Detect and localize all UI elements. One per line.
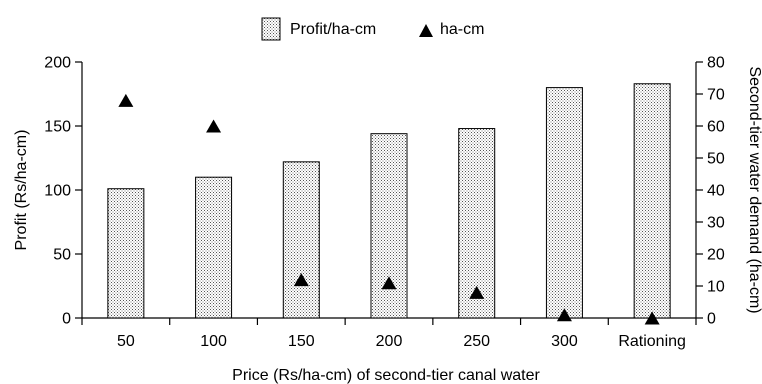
demand-marker [644, 311, 660, 325]
profit-bar [282, 161, 320, 319]
demand-marker [556, 308, 572, 322]
right-tick-label: 20 [707, 247, 725, 264]
right-tick-label: 60 [707, 119, 725, 136]
x-tick-label: 250 [463, 333, 490, 350]
right-tick-label: 80 [707, 55, 725, 72]
x-tick-label: 200 [376, 333, 403, 350]
right-tick-label: 30 [707, 215, 725, 232]
profit-bar [107, 188, 145, 319]
demand-marker [206, 119, 222, 133]
demand-marker [381, 276, 397, 290]
profit-bar [633, 83, 671, 319]
left-tick-label: 150 [44, 119, 71, 136]
left-tick-label: 0 [62, 311, 71, 328]
right-tick-label: 10 [707, 279, 725, 296]
left-tick-label: 200 [44, 55, 71, 72]
right-tick-label: 0 [707, 311, 716, 328]
demand-marker [469, 285, 485, 299]
x-tick-label: 100 [200, 333, 227, 350]
profit-bar [195, 176, 233, 319]
left-tick-label: 100 [44, 183, 71, 200]
right-tick-label: 40 [707, 183, 725, 200]
demand-marker [118, 93, 134, 107]
legend-triangle-label: ha-cm [440, 21, 484, 38]
x-axis-title: Price (Rs/ha-cm) of second-tier canal wa… [232, 367, 540, 384]
demand-marker [293, 273, 309, 287]
right-tick-label: 50 [707, 151, 725, 168]
legend-bar-swatch [261, 17, 281, 41]
right-axis-title: Second-tier water demand (ha-cm) [746, 66, 762, 313]
x-tick-label: 150 [288, 333, 315, 350]
profit-bar [370, 133, 408, 319]
right-tick-label: 70 [707, 87, 725, 104]
profit-bar [545, 87, 583, 319]
x-tick-label: 300 [551, 333, 578, 350]
legend-triangle-marker [419, 24, 433, 37]
x-tick-label: Rationing [618, 333, 686, 350]
left-tick-label: 50 [53, 247, 71, 264]
legend: Profit/ha-cm ha-cm [261, 17, 484, 41]
x-tick-label: 50 [117, 333, 135, 350]
legend-bar-label: Profit/ha-cm [290, 21, 376, 38]
left-axis-title: Profit (Rs/ha-cm) [13, 130, 30, 251]
